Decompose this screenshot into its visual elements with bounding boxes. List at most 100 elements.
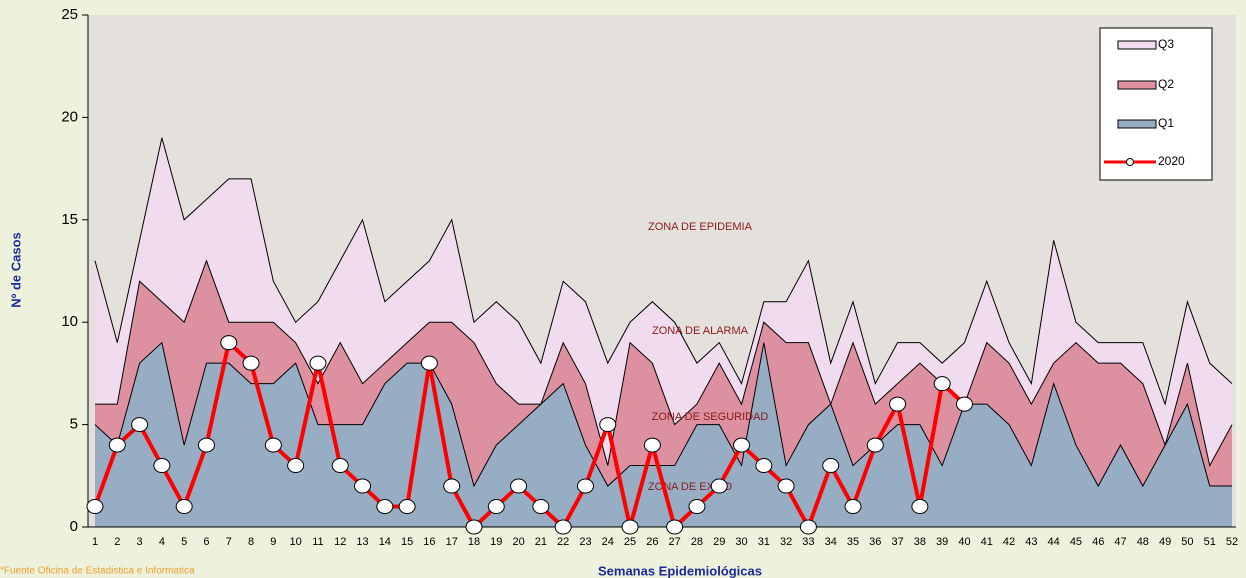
marker <box>175 499 193 515</box>
x-tick-label: 16 <box>423 536 435 548</box>
marker <box>510 478 528 494</box>
x-tick-label: 27 <box>669 536 681 548</box>
x-tick-label: 9 <box>270 536 276 548</box>
zone-label: ZONA DE EPIDEMIA <box>648 221 753 233</box>
marker <box>220 335 238 351</box>
marker <box>688 499 706 515</box>
area-edge <box>94 341 1232 488</box>
marker <box>621 519 639 535</box>
marker <box>264 437 282 453</box>
marker <box>911 499 929 515</box>
marker <box>153 458 171 474</box>
x-tick-label: 44 <box>1048 536 1060 548</box>
x-tick-label: 28 <box>691 536 703 548</box>
marker <box>398 499 416 515</box>
x-tick-label: 46 <box>1092 536 1104 548</box>
marker <box>86 499 104 515</box>
x-tick-label: 47 <box>1114 536 1126 548</box>
x-tick-label: 42 <box>1003 536 1015 548</box>
marker <box>331 458 349 474</box>
marker <box>576 478 594 494</box>
x-tick-label: 13 <box>356 536 368 548</box>
marker <box>420 355 438 371</box>
legend-label: Q2 <box>1158 77 1174 91</box>
x-tick-label: 30 <box>735 536 747 548</box>
x-tick-label: 23 <box>579 536 591 548</box>
x-tick-label: 34 <box>825 536 837 548</box>
x-tick-label: 8 <box>248 536 254 548</box>
marker <box>710 478 728 494</box>
y-tick-label: 0 <box>70 518 78 535</box>
x-tick-label: 18 <box>468 536 480 548</box>
marker <box>532 499 550 515</box>
x-tick-label: 36 <box>869 536 881 548</box>
x-tick-label: 14 <box>379 536 391 548</box>
marker <box>287 458 305 474</box>
x-tick-label: 2 <box>114 536 120 548</box>
marker <box>131 417 149 433</box>
x-tick-label: 26 <box>646 536 658 548</box>
marker <box>554 519 572 535</box>
marker <box>108 437 126 453</box>
x-tick-label: 29 <box>713 536 725 548</box>
legend-label: Q3 <box>1158 37 1174 51</box>
x-tick-label: 52 <box>1226 536 1238 548</box>
legend-swatch <box>1117 80 1157 90</box>
x-tick-label: 12 <box>334 536 346 548</box>
marker <box>777 478 795 494</box>
x-tick-label: 38 <box>914 536 926 548</box>
marker <box>799 519 817 535</box>
marker <box>443 478 461 494</box>
x-tick-label: 48 <box>1137 536 1149 548</box>
x-tick-label: 51 <box>1204 536 1216 548</box>
marker <box>242 355 260 371</box>
legend-swatch <box>1117 119 1157 129</box>
x-tick-label: 19 <box>490 536 502 548</box>
marker <box>376 499 394 515</box>
x-tick-label: 5 <box>181 536 187 548</box>
x-tick-label: 43 <box>1025 536 1037 548</box>
x-tick-label: 32 <box>780 536 792 548</box>
marker <box>755 458 773 474</box>
line <box>93 340 966 529</box>
x-tick-label: 45 <box>1070 536 1082 548</box>
source-note: *Fuente Oficina de Estadistica e Informa… <box>0 566 195 577</box>
marker <box>197 437 215 453</box>
x-tick-label: 49 <box>1159 536 1171 548</box>
legend-marker <box>1126 158 1134 166</box>
x-tick-label: 31 <box>758 536 770 548</box>
legend-label: Q1 <box>1158 116 1174 130</box>
area-edge <box>95 259 1233 467</box>
x-tick-label: 35 <box>847 536 859 548</box>
y-tick-label: 20 <box>61 108 78 125</box>
legend-label: 2020 <box>1158 154 1185 168</box>
x-tick-label: 21 <box>535 536 547 548</box>
legend <box>1099 27 1213 181</box>
x-tick-label: 24 <box>602 536 614 548</box>
marker <box>643 437 661 453</box>
marker <box>733 437 751 453</box>
x-axis-label: Semanas Epidemiológicas <box>598 563 762 578</box>
x-tick-label: 11 <box>312 536 323 548</box>
area-edge <box>94 137 1233 406</box>
marker <box>844 499 862 515</box>
marker <box>866 437 884 453</box>
marker <box>487 499 505 515</box>
marker <box>354 478 372 494</box>
marker <box>933 376 951 392</box>
x-tick-label: 41 <box>981 536 993 548</box>
x-tick-label: 3 <box>137 536 143 548</box>
x-tick-label: 50 <box>1181 536 1193 548</box>
y-tick-label: 25 <box>61 6 78 23</box>
zone-label: ZONA DE ALARMA <box>652 325 749 337</box>
x-tick-label: 6 <box>203 536 209 548</box>
y-tick-label: 5 <box>70 416 78 433</box>
marker <box>599 417 617 433</box>
x-tick-label: 4 <box>159 536 165 548</box>
x-tick-label: 22 <box>557 536 569 548</box>
area <box>95 342 1232 527</box>
y-tick-label: 15 <box>61 211 78 228</box>
marker <box>309 355 327 371</box>
marker <box>666 519 684 535</box>
zone-label: ZONA DE SEGURIDAD <box>652 411 769 423</box>
